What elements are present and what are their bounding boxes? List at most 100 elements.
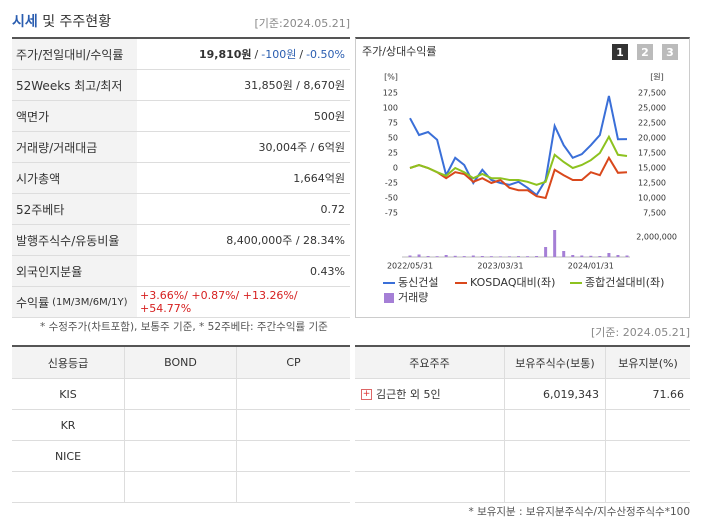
volume-bar (571, 255, 575, 257)
volume-bar (426, 256, 430, 257)
table-cell (237, 441, 350, 471)
section-title: 시세 및 주주현황 (12, 11, 111, 31)
label-text: 시가총액 (16, 171, 61, 186)
table-cell (505, 441, 606, 471)
legend-swatch (384, 293, 394, 303)
y2-tick-label: 10,000 (638, 194, 666, 203)
value-text: 500원 (313, 110, 345, 123)
y-tick-label: -50 (385, 194, 398, 203)
row-value: 500원 (137, 101, 350, 131)
table-cell (606, 472, 690, 502)
cell-text: 71.66 (652, 387, 685, 401)
ownership-date: [기준: 2024.05.21] (590, 326, 690, 339)
table-row (12, 472, 350, 503)
title-main: 시세 (12, 14, 38, 30)
table-cell (505, 410, 606, 440)
table-cell: + 김근한 외 5인 (355, 379, 505, 409)
table-cell (125, 441, 237, 471)
row-label: 주가/전일대비/수익률 (12, 39, 137, 69)
y-tick-label: 25 (388, 149, 398, 158)
header-cell: 주요주주 (355, 347, 505, 378)
cell-text: KR (60, 418, 76, 432)
legend-label: 동신건설 (398, 276, 438, 289)
row-value: 19,810원 / -100원 / -0.50% (137, 39, 350, 69)
volume-bar (480, 256, 484, 257)
label-text: 52주베타 (16, 202, 65, 217)
table-row: KIS (12, 379, 350, 410)
holders-table: 주요주주 보유주식수(보통) 보유지분(%) + 김근한 외 5인 6,019,343 71… (355, 345, 690, 503)
header-cell: 신용등급 (12, 347, 125, 378)
tab-label: 2 (641, 46, 649, 59)
table-row: + 김근한 외 5인 6,019,343 71.66 (355, 379, 690, 410)
tab[interactable] (662, 44, 678, 60)
date: [기준:2024.05.21] (254, 17, 350, 30)
table-row (355, 441, 690, 472)
value-text: / (299, 47, 304, 61)
y-tick-label: 100 (383, 104, 398, 113)
row-label: 52주베타 (12, 194, 137, 224)
table-cell (237, 472, 350, 502)
value-text: 31,850원 / 8,670원 (244, 79, 345, 92)
value-text: 8,400,000주 / 28.34% (226, 234, 345, 247)
value-text: -100원 (261, 48, 297, 61)
table-cell (355, 410, 505, 440)
volume-bar (562, 251, 566, 257)
volume-bar (598, 256, 602, 257)
y2-tick-label: 27,500 (638, 89, 666, 98)
row-value: 1,664억원 (137, 163, 350, 193)
label-sub: (1M/3M/6M/1Y) (52, 296, 128, 308)
row-label: 수익률 (1M/3M/6M/1Y) (12, 287, 137, 317)
table-row: 발행주식수/유동비율 8,400,000주 / 28.34% (12, 225, 350, 256)
title-rest: 및 주주현황 (42, 14, 112, 30)
panel-title: 주가/상대수익률 (362, 45, 437, 58)
volume-bar (535, 256, 539, 257)
row-value: 30,004주 / 6억원 (137, 132, 350, 162)
header-row: 주요주주 보유주식수(보통) 보유지분(%) (355, 347, 690, 379)
value-text: 0.43% (310, 264, 345, 278)
table-row: 액면가 500원 (12, 101, 350, 132)
label-text: 액면가 (16, 109, 50, 124)
y-tick-label: -75 (385, 209, 398, 218)
table-row (355, 410, 690, 441)
table-row: 거래량/거래대금 30,004주 / 6억원 (12, 132, 350, 163)
table-cell: KIS (12, 379, 125, 409)
row-value: +3.66%/ +0.87%/ +13.26%/ +54.77% (137, 287, 350, 317)
price-table: 주가/전일대비/수익률 19,810원 / -100원 / -0.50% 52Weeks 최… (12, 37, 350, 318)
x-tick-label: 2024/01/31 (568, 262, 614, 271)
x-tick-label: 2023/03/31 (477, 262, 523, 271)
table-cell (125, 379, 237, 409)
table-cell (606, 410, 690, 440)
y2-tick-label: 15,000 (638, 164, 666, 173)
header-cell: 보유주식수(보통) (505, 347, 606, 378)
table-cell (606, 441, 690, 471)
value-text: 30,004주 / 6억원 (258, 141, 345, 154)
volume-bar (471, 255, 475, 257)
label-text: 거래량/거래대금 (16, 140, 98, 155)
table-cell (237, 410, 350, 440)
volume-bar (526, 256, 530, 257)
table-cell (355, 472, 505, 502)
label-text: 주가/전일대비/수익률 (16, 47, 124, 62)
header-cell: 보유지분(%) (618, 356, 678, 370)
chart: 주가/상대수익률 1 2 3 [%] [원] 125 100 75 50 25 0 -25 -50 -75 2… (362, 44, 678, 304)
volume-bar (489, 256, 493, 257)
table-cell (125, 410, 237, 440)
row-label: 시가총액 (12, 163, 137, 193)
header-cell: BOND (125, 347, 237, 378)
value-text: 19,810원 (198, 48, 252, 61)
price-note: * 수정주가(차트포함), 보통주 기준, * 52주베타: 주간수익률 기준 (40, 321, 328, 333)
value-text: -0.50% (306, 47, 345, 61)
row-label: 액면가 (12, 101, 137, 131)
table-row: 52Weeks 최고/최저 31,850원 / 8,670원 (12, 70, 350, 101)
tab[interactable] (637, 44, 653, 60)
table-cell (125, 472, 237, 502)
volume-bar (517, 256, 520, 257)
value-text: +3.66%/ +0.87%/ +13.26%/ +54.77% (140, 289, 298, 315)
table-row: 52주베타 0.72 (12, 194, 350, 225)
table-cell: 6,019,343 (505, 379, 606, 409)
table-row: 시가총액 1,664억원 (12, 163, 350, 194)
y2-tick-label: 12,500 (638, 179, 666, 188)
series-line (409, 155, 628, 200)
table-row (355, 472, 690, 503)
tab[interactable] (612, 44, 628, 60)
